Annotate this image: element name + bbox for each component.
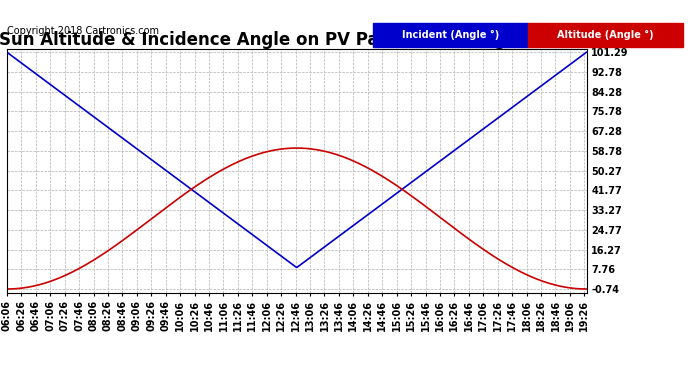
Bar <box>373 22 528 47</box>
Title: Sun Altitude & Incidence Angle on PV Panels Wed Aug 22 19:42: Sun Altitude & Incidence Angle on PV Pan… <box>0 31 594 49</box>
Text: Altitude (Angle °): Altitude (Angle °) <box>557 30 654 40</box>
Text: Incident (Angle °): Incident (Angle °) <box>402 30 499 40</box>
Text: Copyright 2018 Cartronics.com: Copyright 2018 Cartronics.com <box>7 26 159 36</box>
Bar <box>528 22 683 47</box>
